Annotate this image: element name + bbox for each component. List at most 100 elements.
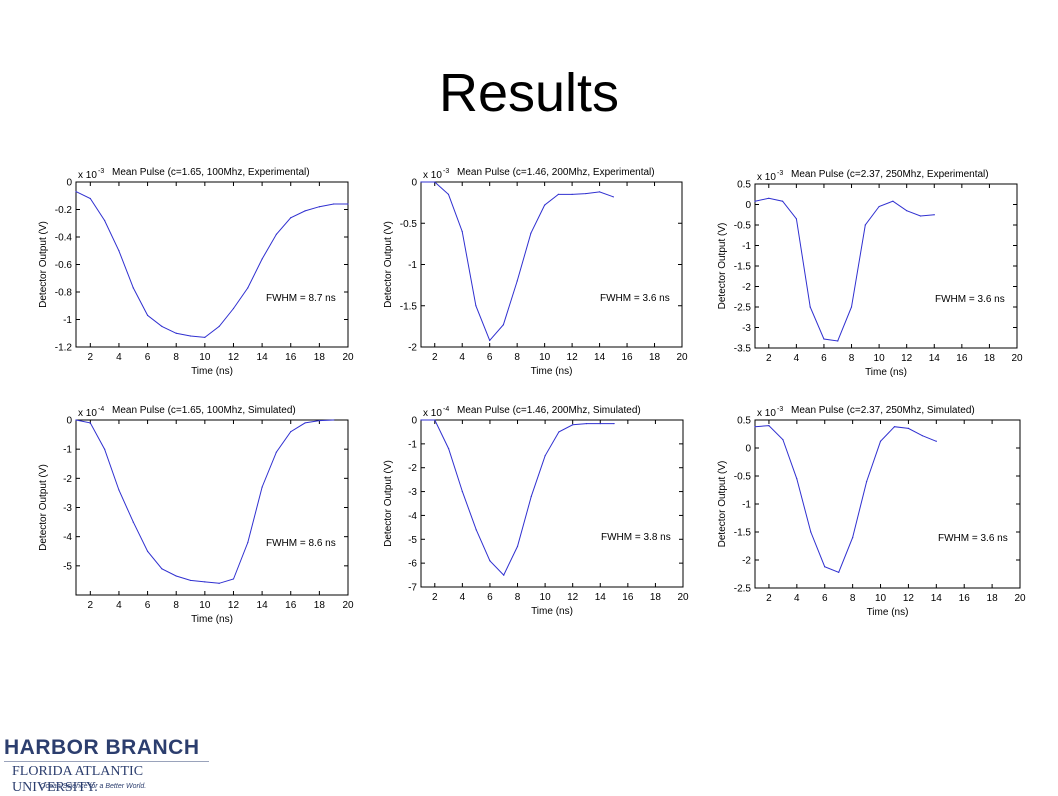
- data-point: [75, 419, 77, 421]
- data-point: [892, 200, 894, 202]
- y-tick-label: -2: [742, 282, 751, 293]
- plot-frame: [75, 419, 349, 596]
- data-point: [754, 426, 756, 428]
- data-point: [104, 448, 106, 450]
- x-tick-label: 6: [145, 600, 151, 611]
- data-point: [232, 307, 235, 310]
- x-tick-label: 10: [539, 352, 551, 363]
- data-point: [544, 455, 546, 457]
- data-point: [204, 581, 206, 583]
- data-point: [461, 490, 463, 493]
- logo-line3: Ocean Science for a Better World.: [40, 783, 147, 790]
- x-axis-label: Time (ns): [531, 606, 573, 617]
- x-tick-label: 4: [116, 352, 122, 363]
- x-tick-label: 12: [228, 600, 240, 611]
- data-point: [232, 578, 235, 580]
- plot-frame: [420, 181, 683, 348]
- x-tick-label: 2: [766, 593, 772, 604]
- x-tick-label: 20: [676, 352, 688, 363]
- data-point: [503, 574, 505, 576]
- logo-line2: FLORIDA ATLANTIC UNIVERSITY.: [12, 764, 144, 795]
- x-tick-label: 8: [850, 593, 856, 604]
- y-tick-label: -2: [408, 343, 417, 354]
- data-point: [161, 325, 163, 327]
- data-point: [516, 280, 518, 282]
- data-point: [852, 537, 854, 539]
- data-point: [795, 218, 797, 220]
- data-point: [175, 332, 177, 334]
- y-tick-label: 0.5: [737, 416, 751, 427]
- data-point: [146, 314, 149, 316]
- data-point: [189, 335, 192, 337]
- data-point: [447, 448, 450, 450]
- y-tick-label: -0.4: [55, 233, 73, 244]
- data-point: [837, 340, 839, 342]
- y-tick-label: -5: [408, 535, 417, 546]
- y-tick-label: -3: [742, 323, 751, 334]
- x-tick-label: 14: [594, 352, 606, 363]
- axis-multiplier: x 10: [757, 408, 776, 419]
- fwhm-annotation: FWHM = 8.7 ns: [266, 293, 336, 304]
- data-point: [935, 440, 937, 442]
- data-point: [204, 336, 206, 338]
- y-tick-label: -2: [63, 474, 72, 485]
- series-line: [75, 191, 348, 338]
- data-point: [290, 431, 292, 433]
- x-tick-label: 6: [145, 352, 151, 363]
- y-tick-label: -3.5: [734, 344, 752, 355]
- x-tick-label: 14: [595, 592, 607, 603]
- data-point: [161, 568, 163, 570]
- plot-frame: [420, 419, 684, 588]
- x-axis-label: Time (ns): [191, 366, 233, 377]
- x-tick-label: 10: [874, 353, 886, 364]
- chart-title: Mean Pulse (c=1.65, 100Mhz, Experimental…: [112, 167, 310, 178]
- data-point: [218, 325, 220, 327]
- x-tick-label: 2: [88, 352, 94, 363]
- data-point: [447, 193, 450, 195]
- data-point: [754, 200, 756, 202]
- x-tick-label: 2: [88, 600, 94, 611]
- x-tick-label: 18: [650, 592, 662, 603]
- x-axis-label: Time (ns): [191, 614, 233, 625]
- y-axis-label: Detector Output (V): [383, 460, 394, 547]
- data-point: [247, 541, 249, 544]
- y-tick-label: 0: [745, 200, 751, 211]
- data-point: [304, 210, 306, 212]
- axis-exponent: -3: [777, 170, 783, 177]
- y-tick-label: -0.8: [55, 288, 73, 299]
- data-point: [333, 419, 335, 421]
- data-point: [879, 440, 882, 442]
- x-tick-label: 2: [766, 353, 772, 364]
- data-point: [146, 550, 149, 552]
- data-point: [906, 210, 908, 212]
- y-tick-label: -3: [63, 503, 72, 514]
- data-point: [333, 203, 335, 205]
- x-tick-label: 10: [875, 593, 887, 604]
- data-point: [318, 206, 320, 208]
- data-point: [810, 531, 812, 533]
- x-tick-label: 14: [931, 593, 943, 604]
- series-line: [754, 425, 937, 573]
- y-tick-label: -1.5: [400, 301, 418, 312]
- x-tick-label: 18: [987, 593, 999, 604]
- x-tick-label: 6: [822, 593, 828, 604]
- y-tick-label: 0: [745, 444, 751, 455]
- data-point: [598, 191, 601, 193]
- data-point: [781, 200, 784, 202]
- data-point: [318, 419, 320, 422]
- data-point: [420, 419, 422, 421]
- fwhm-annotation: FWHM = 3.6 ns: [600, 293, 670, 304]
- plot-frame: [754, 419, 1021, 589]
- x-tick-label: 6: [487, 592, 493, 603]
- y-axis-label: Detector Output (V): [38, 221, 49, 308]
- x-axis-label: Time (ns): [531, 366, 573, 377]
- data-point: [516, 545, 519, 548]
- x-tick-label: 8: [173, 352, 179, 363]
- x-axis-label: Time (ns): [867, 607, 909, 618]
- y-tick-label: -0.6: [55, 260, 73, 271]
- y-axis-label: Detector Output (V): [717, 223, 728, 310]
- axis-multiplier: x 10: [757, 172, 776, 183]
- data-point: [104, 219, 106, 222]
- y-tick-label: -1: [742, 500, 751, 511]
- chart-6: 2 4 6 8 10 12 14 16 18 20 0.5 0 -0.5 -1 -1.5 -2 -2.5 x 10…: [717, 405, 1026, 618]
